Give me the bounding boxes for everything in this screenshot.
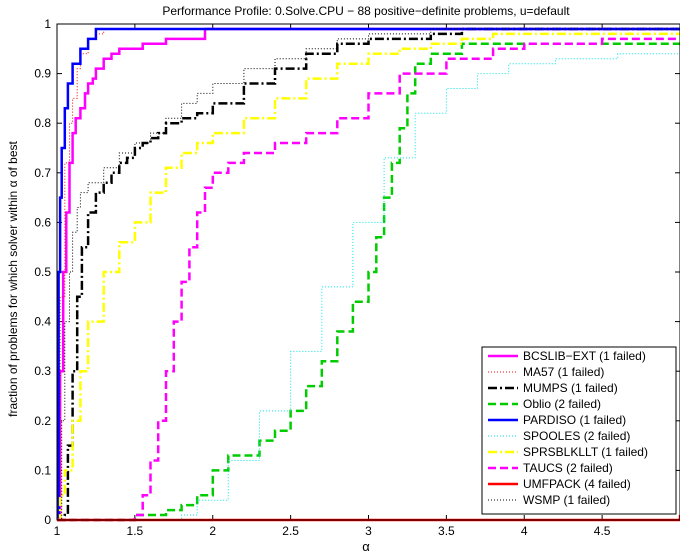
series-line-1	[57, 28, 680, 521]
series-line-7	[57, 37, 680, 522]
series-line-5	[57, 53, 680, 521]
chart-title: Performance Profile: 0.Solve.CPU − 88 po…	[162, 4, 570, 18]
y-tick-label: 0.6	[34, 215, 51, 229]
legend-label: BCSLIB−EXT (1 failed)	[523, 349, 646, 363]
x-tick-label: 3.5	[438, 524, 455, 538]
legend-label: Oblio (2 failed)	[523, 397, 601, 411]
series-line-9	[57, 28, 680, 521]
x-tick-label: 4.5	[594, 524, 611, 538]
legend-label: SPRSBLKLLT (1 failed)	[523, 445, 648, 459]
series-line-4	[57, 27, 680, 522]
plot-frame	[56, 23, 680, 521]
legend-label: WSMP (1 failed)	[523, 493, 610, 507]
x-axis-label: α	[362, 539, 370, 554]
x-tick-label: 1	[54, 524, 61, 538]
x-tick-label: 1.5	[127, 524, 144, 538]
legend: BCSLIB−EXT (1 failed) MA57 (1 failed) MUMP…	[481, 346, 677, 515]
series-line-6	[57, 32, 680, 522]
x-tick-label: 2	[209, 524, 216, 538]
legend-label: UMFPACK (4 failed)	[523, 477, 631, 491]
y-tick-label: 0.8	[34, 116, 51, 130]
y-tick-label: 0.4	[34, 315, 51, 329]
y-axis-label: fraction of problems for which solver wi…	[6, 140, 20, 416]
series-line-0	[57, 27, 680, 522]
y-tick-label: 0.7	[34, 166, 51, 180]
y-tick-label: 0	[44, 513, 51, 527]
y-tick-label: 0.2	[34, 414, 51, 428]
y-tick-label: 1	[44, 17, 51, 31]
series-line-3	[57, 38, 680, 522]
legend-label: MA57 (1 failed)	[523, 365, 604, 379]
x-tick-label: 4	[521, 524, 528, 538]
x-tick-label: 2.5	[282, 524, 299, 538]
y-tick-label: 0.1	[34, 463, 51, 477]
legend-label: PARDISO (1 failed)	[523, 413, 626, 427]
legend-label: SPOOLES (2 failed)	[523, 429, 630, 443]
y-tick-label: 0.9	[34, 67, 51, 81]
legend-box	[481, 346, 677, 515]
x-tick-label: 3	[365, 524, 372, 538]
y-tick-label: 0.3	[34, 364, 51, 378]
y-tick-label: 0.5	[34, 265, 51, 279]
legend-label: TAUCS (2 failed)	[523, 461, 613, 475]
legend-label: MUMPS (1 failed)	[523, 381, 618, 395]
